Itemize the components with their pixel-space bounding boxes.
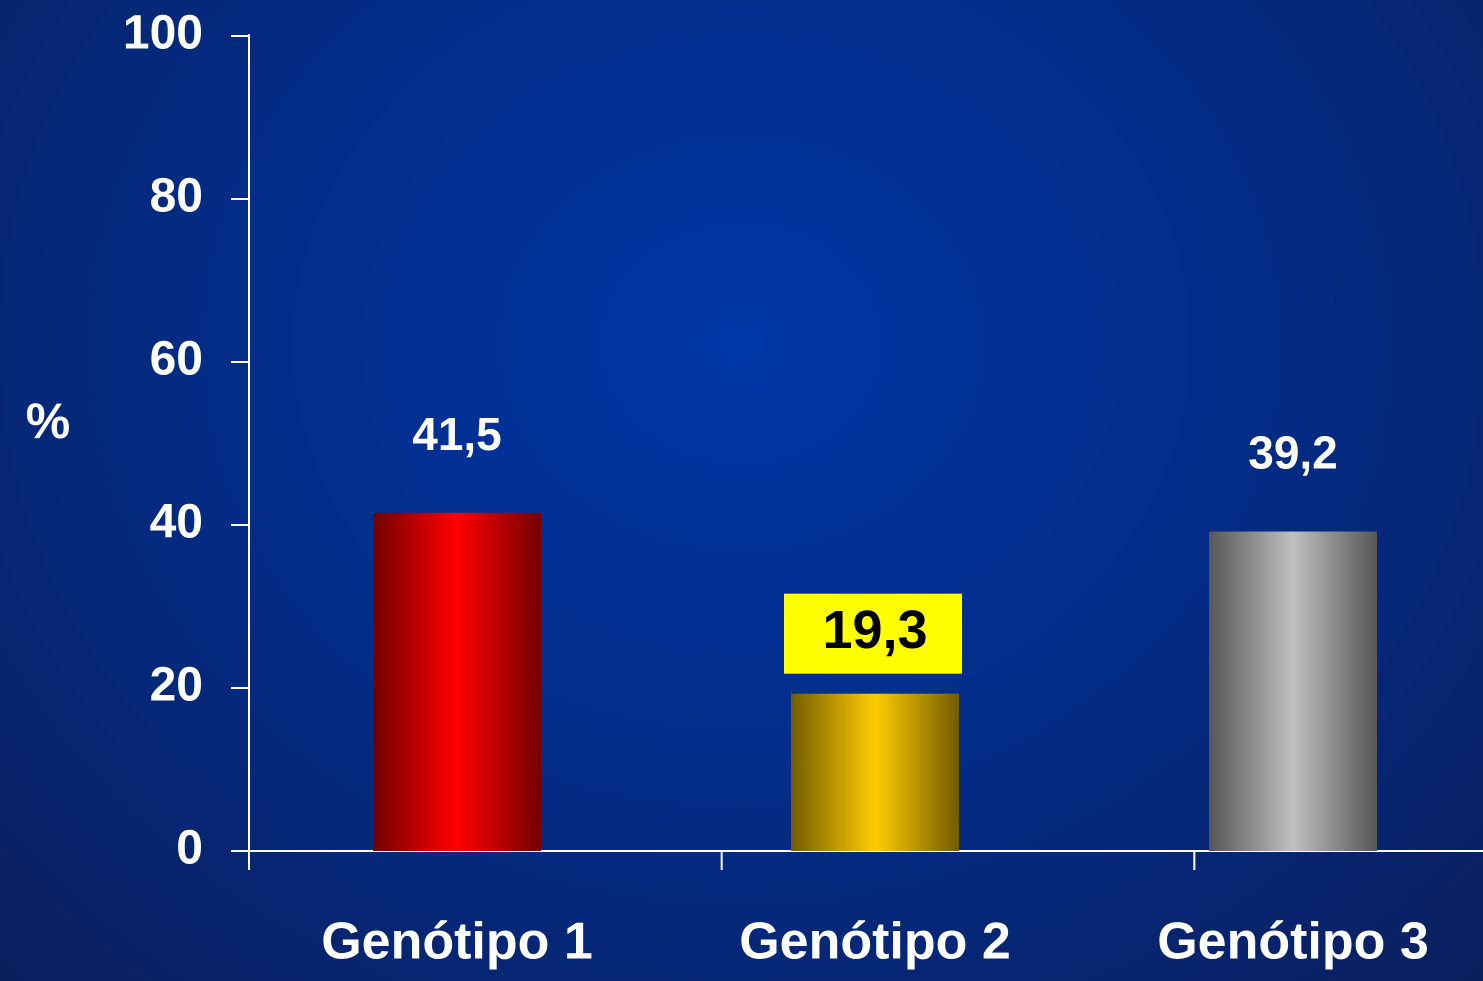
bar bbox=[373, 512, 541, 851]
x-tick-label: Genótipo 3 bbox=[1157, 913, 1429, 971]
y-tick-label: 60 bbox=[150, 333, 203, 386]
x-tick-label: Genótipo 1 bbox=[321, 913, 593, 971]
value-label: 39,2 bbox=[1248, 427, 1338, 479]
y-tick-label: 40 bbox=[150, 496, 203, 549]
x-tick-label: Genótipo 2 bbox=[739, 913, 1011, 971]
value-label: 41,5 bbox=[412, 408, 502, 460]
bar bbox=[1209, 531, 1377, 851]
y-tick-label: 0 bbox=[176, 822, 203, 875]
bar bbox=[791, 693, 959, 851]
y-tick-label: 80 bbox=[150, 170, 203, 223]
y-axis-label: % bbox=[26, 393, 70, 449]
y-tick-label: 100 bbox=[123, 7, 203, 60]
value-label-box bbox=[784, 593, 962, 674]
value-label: 19,3 bbox=[822, 600, 927, 660]
y-tick-label: 20 bbox=[150, 659, 203, 712]
